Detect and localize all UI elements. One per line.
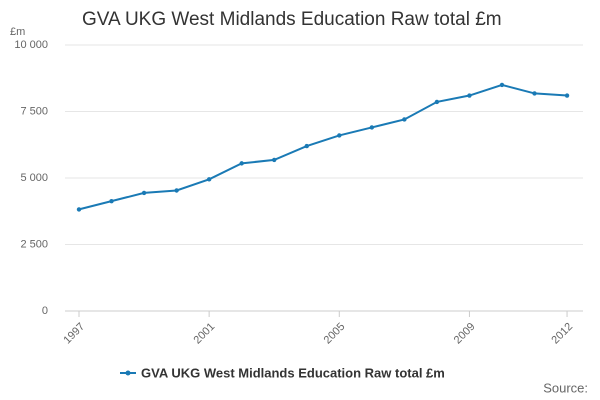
point [141,190,147,196]
y-tick-label: 5 000 [20,172,48,184]
point [564,93,570,98]
point [272,157,277,163]
y-tick-label: 7 500 [20,105,48,117]
legend-label: GVA UKG West Midlands Education Raw tota… [141,365,445,380]
point [206,177,212,182]
point [337,133,342,138]
source: Source: [543,380,588,395]
y-tick-label: 10 000 [14,39,48,51]
y-tick-label: 2 500 [20,238,48,250]
legend-marker [125,370,131,376]
point [499,82,505,88]
point [369,125,375,130]
x-tick-label: 1997 [61,321,87,347]
chart-title: GVA UKG West Midlands Education Raw tota… [82,9,502,30]
point [532,91,537,96]
x-tick-label: 2012 [549,321,575,347]
line [78,83,568,211]
x-tick-label: 2001 [192,321,218,347]
point [239,161,244,166]
point [109,198,114,204]
point [76,207,82,212]
point [402,117,407,122]
x-tick-label: 2005 [322,321,348,347]
point [434,99,440,105]
point [174,188,179,193]
x-tick-label: 2009 [452,321,478,347]
y-axis-label: £m [10,26,25,38]
point [304,143,309,149]
point [467,93,472,98]
y-tick-label: 0 [42,305,48,317]
